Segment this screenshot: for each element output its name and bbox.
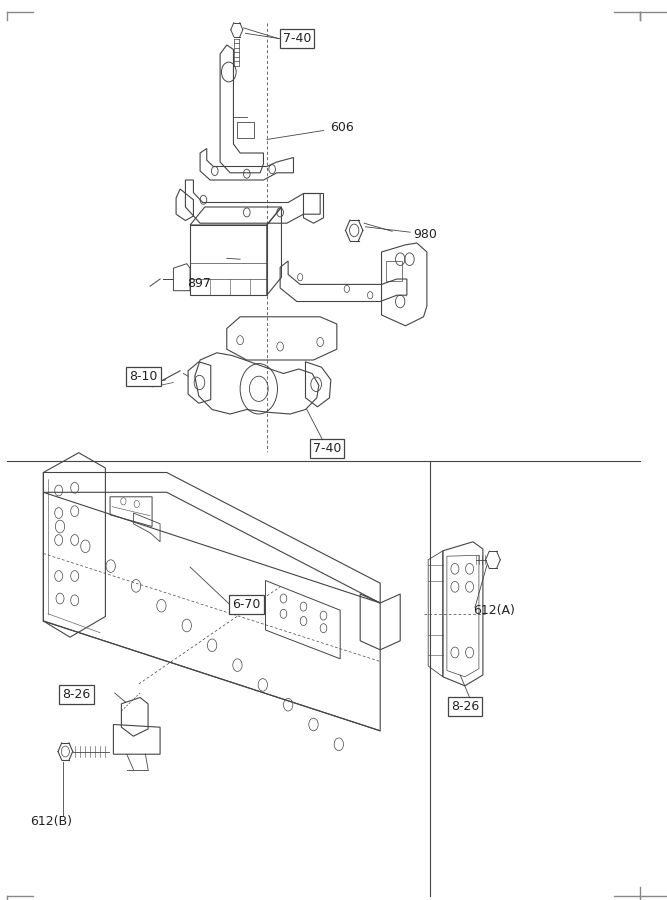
Text: 8-26: 8-26 xyxy=(63,688,91,701)
Bar xyxy=(386,261,402,281)
Bar xyxy=(237,122,254,138)
Text: 612(B): 612(B) xyxy=(30,815,72,828)
Text: 8-26: 8-26 xyxy=(451,700,479,713)
Text: 980: 980 xyxy=(414,228,438,240)
Text: 7-40: 7-40 xyxy=(313,442,341,454)
Text: 612(A): 612(A) xyxy=(474,604,516,617)
Text: 8-10: 8-10 xyxy=(129,370,157,382)
Text: 6-70: 6-70 xyxy=(233,598,261,611)
Text: 606: 606 xyxy=(330,122,354,134)
Text: 897: 897 xyxy=(187,277,211,290)
Text: 7-40: 7-40 xyxy=(283,32,311,45)
Bar xyxy=(190,225,267,295)
